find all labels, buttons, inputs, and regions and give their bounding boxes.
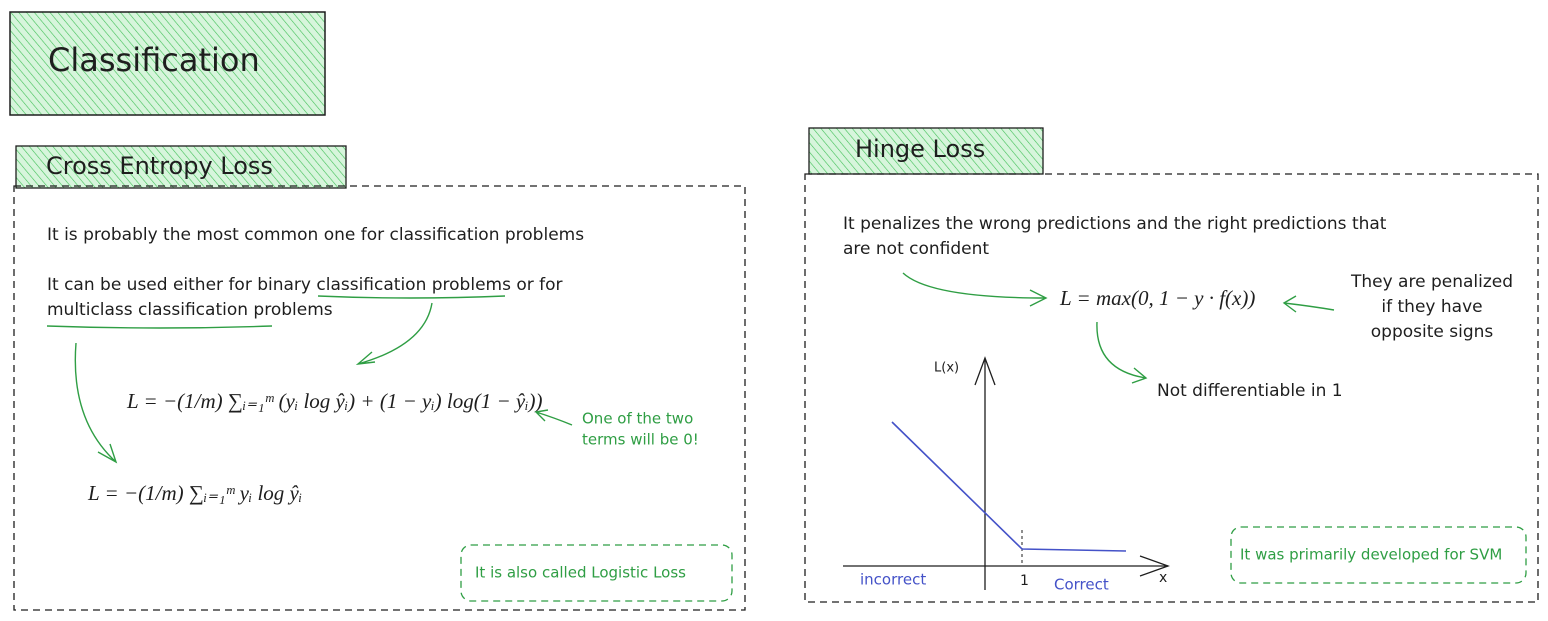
text-line: are not confident [843, 239, 989, 259]
axis-arrow [974, 356, 996, 386]
arrow [902, 272, 1048, 307]
note: terms will be 0! [582, 431, 699, 449]
arrow [534, 409, 573, 426]
loss-curve [891, 421, 1127, 552]
callout-box [1230, 526, 1527, 584]
underline [317, 295, 506, 299]
region-label: Correct [1054, 576, 1109, 594]
text-line: It is probably the most common one for c… [47, 225, 584, 245]
region-label: incorrect [860, 571, 926, 589]
axis-label: x [1159, 570, 1167, 586]
section-title-box [808, 127, 1044, 175]
section-box [13, 185, 746, 611]
arrow [1096, 321, 1148, 384]
text-line: multiclass classification problems [47, 300, 333, 320]
title: Classification [48, 41, 260, 79]
section-box [804, 173, 1539, 603]
callout: It is also called Logistic Loss [475, 564, 686, 582]
axis-arrow [1139, 555, 1170, 577]
note: opposite signs [1371, 322, 1494, 342]
note: if they have [1381, 297, 1482, 317]
formula: L = −(1/m) ∑ᵢ₌₁ᵐ (yᵢ log ŷᵢ) + (1 − yᵢ) … [126, 389, 543, 413]
note: Not differentiable in 1 [1157, 381, 1343, 401]
note: One of the two [582, 410, 693, 428]
tick-label: 1 [1020, 573, 1029, 589]
note: They are penalized [1350, 272, 1513, 292]
underline [46, 325, 273, 329]
formula: L = −(1/m) ∑ᵢ₌₁ᵐ yᵢ log ŷᵢ [87, 481, 302, 505]
arrow [1282, 295, 1335, 313]
arrow [74, 342, 118, 464]
title-box [9, 11, 326, 116]
section-title: Hinge Loss [855, 135, 985, 163]
axis-label: L(x) [934, 361, 959, 376]
section-title: Cross Entropy Loss [46, 152, 273, 180]
text-line: It penalizes the wrong predictions and t… [843, 214, 1387, 234]
callout-box [460, 544, 733, 602]
text-line: It can be used either for binary classif… [47, 275, 563, 295]
hinge-plot: L(x) x 1 incorrect Correct [843, 356, 1170, 594]
callout: It was primarily developed for SVM [1240, 546, 1502, 564]
section-title-box [15, 145, 347, 189]
arrow [355, 302, 433, 365]
formula: L = max(0, 1 − y · f(x)) [1059, 286, 1255, 310]
